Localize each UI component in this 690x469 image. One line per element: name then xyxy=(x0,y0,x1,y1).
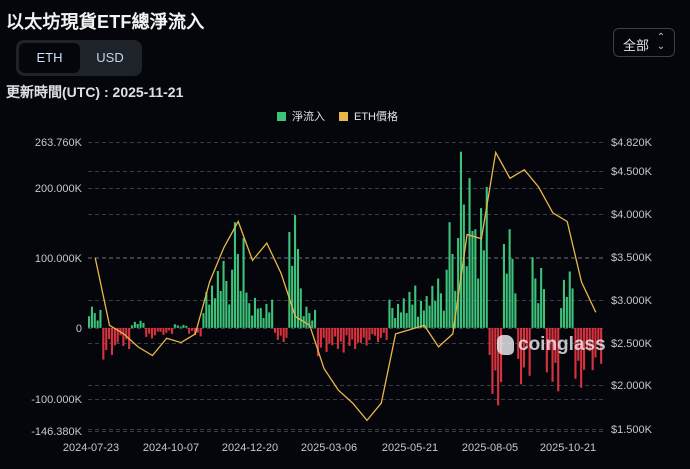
svg-text:-100.000K: -100.000K xyxy=(31,394,82,406)
chart-legend: 淨流入 ETH價格 xyxy=(277,108,398,124)
page-title: 以太坊現貨ETF總淨流入 xyxy=(6,12,205,32)
svg-text:2025-03-06: 2025-03-06 xyxy=(301,442,357,454)
svg-text:$1.500K: $1.500K xyxy=(611,424,653,436)
legend-item-inflow[interactable]: 淨流入 xyxy=(277,108,325,124)
legend-label-inflow: 淨流入 xyxy=(292,111,325,123)
legend-label-price: ETH價格 xyxy=(354,111,398,123)
watermark-text: coinglass xyxy=(518,334,606,355)
inflow-swatch-icon xyxy=(277,111,286,121)
svg-text:$3.000K: $3.000K xyxy=(611,295,653,307)
svg-text:2025-08-05: 2025-08-05 xyxy=(462,442,518,454)
legend-item-price[interactable]: ETH價格 xyxy=(339,108,398,124)
x-axis: 2024-07-23 2024-10-07 2024-12-20 2025-03-06… xyxy=(63,442,596,454)
left-axis: 263.760K 200.000K 100.000K 0 -100.000K -146.3… xyxy=(31,137,82,438)
svg-text:-146.380K: -146.380K xyxy=(31,426,82,438)
gridlines xyxy=(88,142,603,432)
svg-text:100.000K: 100.000K xyxy=(35,253,83,265)
range-select[interactable]: 全部 ⌃ ⌄ xyxy=(613,28,675,57)
svg-text:$3.500K: $3.500K xyxy=(611,252,653,264)
svg-text:200.000K: 200.000K xyxy=(35,183,83,195)
price-swatch-icon xyxy=(339,111,348,121)
update-time: 更新時間(UTC) : 2025-11-21 xyxy=(6,84,184,100)
coinglass-logo-icon xyxy=(497,335,514,355)
svg-text:$2.500K: $2.500K xyxy=(611,338,653,350)
svg-text:0: 0 xyxy=(76,323,82,335)
svg-text:263.760K: 263.760K xyxy=(35,137,83,149)
chevron-up-down-icon: ⌃ ⌄ xyxy=(656,32,666,52)
price-line xyxy=(94,150,597,422)
right-axis: $4.820K $4.500K $4.000K $3.500K $3.000K $2.50… xyxy=(611,137,653,436)
unit-option-usd[interactable]: USD xyxy=(96,50,124,65)
svg-text:$2.000K: $2.000K xyxy=(611,380,653,392)
svg-text:2024-12-20: 2024-12-20 xyxy=(222,442,278,454)
range-select-value: 全部 xyxy=(623,38,650,53)
svg-text:$4.820K: $4.820K xyxy=(611,137,653,149)
svg-text:2024-07-23: 2024-07-23 xyxy=(63,442,119,454)
svg-text:2024-10-07: 2024-10-07 xyxy=(143,442,199,454)
svg-text:2025-05-21: 2025-05-21 xyxy=(382,442,438,454)
unit-option-eth[interactable]: ETH xyxy=(19,43,80,73)
unit-toggle[interactable]: ETH USD xyxy=(16,40,142,76)
svg-text:2025-10-21: 2025-10-21 xyxy=(540,442,596,454)
inflow-bars xyxy=(88,151,603,406)
svg-text:$4.500K: $4.500K xyxy=(611,166,653,178)
watermark: coinglass xyxy=(497,334,606,356)
svg-text:$4.000K: $4.000K xyxy=(611,209,653,221)
